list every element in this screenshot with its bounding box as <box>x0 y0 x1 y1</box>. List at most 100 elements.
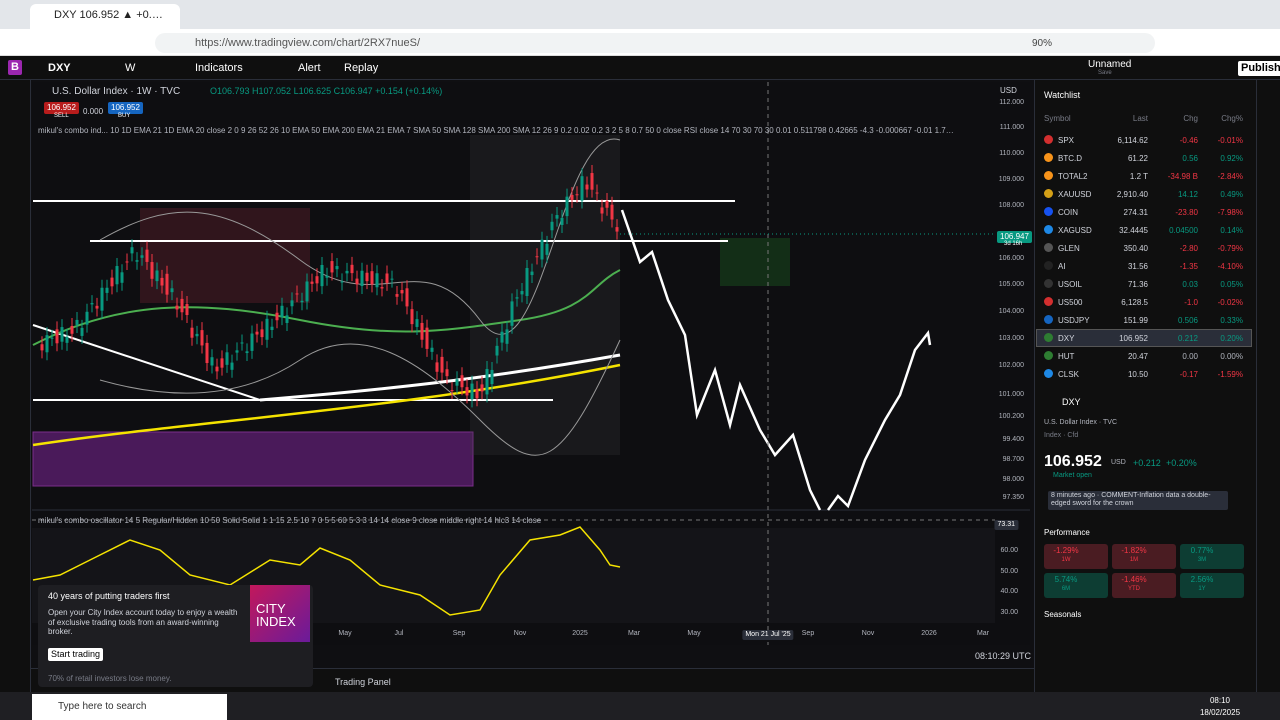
row-last: 10.50 <box>1127 370 1148 379</box>
candle-body <box>535 256 539 258</box>
sell-label[interactable]: SELL <box>54 113 69 119</box>
publish-button[interactable]: Publish <box>1238 61 1280 77</box>
candle-body <box>395 294 399 297</box>
candle-body <box>440 356 444 373</box>
row-last: 61.22 <box>1127 154 1148 163</box>
candle-body <box>445 369 449 377</box>
candle-body <box>65 336 69 343</box>
row-symbol[interactable]: CLSK <box>1058 370 1079 379</box>
selected-row[interactable] <box>1036 329 1252 347</box>
buy-label[interactable]: BUY <box>118 113 131 119</box>
candle-body <box>330 261 334 273</box>
url-field[interactable] <box>155 33 1155 53</box>
candle-body <box>360 270 364 287</box>
url[interactable]: https://www.tradingview.com/chart/2RX7nu… <box>195 37 420 49</box>
sell-price[interactable]: 106.952 <box>44 102 79 114</box>
candle-body <box>515 297 519 299</box>
row-symbol[interactable]: COIN <box>1058 208 1078 217</box>
taskbar-date: 18/02/2025 <box>1199 708 1241 717</box>
active-tab[interactable] <box>30 4 180 29</box>
row-symbol[interactable]: USOIL <box>1058 280 1083 289</box>
candle-body <box>100 287 104 311</box>
indicator-legend: mikul's combo ind... 10 1D EMA 21 1D EMA… <box>38 126 958 135</box>
spread: 0.000 <box>83 107 104 116</box>
candle-body <box>520 291 524 295</box>
time-tick: Sep <box>801 630 815 637</box>
candle-body <box>235 350 239 353</box>
row-symbol[interactable]: US500 <box>1058 298 1083 307</box>
ad-button[interactable]: Start trading <box>48 648 104 661</box>
ad-logo[interactable] <box>250 585 310 642</box>
tv-toolbar <box>0 56 1280 80</box>
time-tick: Nov <box>513 630 527 637</box>
start-button[interactable] <box>0 692 32 720</box>
row-last: 106.952 <box>1119 334 1148 343</box>
row-symbol[interactable]: XAGUSD <box>1058 226 1092 235</box>
performance-period: 3M <box>1197 557 1207 563</box>
row-symbol[interactable]: AI <box>1058 262 1066 271</box>
row-change: -1.35 <box>1179 262 1198 271</box>
candle-body <box>130 247 134 254</box>
candle-body <box>335 266 339 270</box>
candle-body <box>525 268 529 296</box>
row-symbol[interactable]: GLEN <box>1058 244 1080 253</box>
candle-body <box>285 315 289 323</box>
candle-body <box>170 288 174 293</box>
buy-price[interactable]: 106.952 <box>108 102 143 114</box>
row-symbol[interactable]: BTC.D <box>1058 154 1082 163</box>
market-status: Market open <box>1053 472 1092 479</box>
row-symbol[interactable]: SPX <box>1058 136 1075 145</box>
symbol-icon <box>1044 153 1053 162</box>
news-item[interactable]: 8 minutes ago · COMMENT-Inflation data a… <box>1048 491 1228 510</box>
avatar[interactable]: B <box>8 60 22 76</box>
price-tick: 98.000 <box>1002 476 1024 483</box>
candle-body <box>595 192 599 194</box>
candle-body <box>400 290 404 294</box>
candle-body <box>45 335 49 353</box>
candle-body <box>530 271 534 276</box>
row-change-pct: -7.98% <box>1217 208 1243 217</box>
row-change: -23.80 <box>1175 208 1198 217</box>
price-tick: 111.000 <box>999 124 1024 131</box>
trading-panel-tab[interactable]: Trading Panel <box>335 677 391 687</box>
layout-name[interactable]: Unnamed <box>1088 59 1132 70</box>
candle-body <box>585 184 589 190</box>
symbol-icon <box>1044 225 1053 234</box>
symbol-search[interactable]: DXY <box>48 62 71 74</box>
candle-body <box>280 305 284 318</box>
candle-body <box>250 333 254 351</box>
row-symbol[interactable]: USDJPY <box>1058 316 1090 325</box>
price-tick: 103.000 <box>998 335 1024 342</box>
watchlist-title[interactable]: Watchlist <box>1044 90 1081 100</box>
candle-body <box>325 275 329 278</box>
replay-button[interactable]: Replay <box>344 62 379 74</box>
candle-body <box>420 322 424 340</box>
row-symbol[interactable]: TOTAL2 <box>1058 172 1088 181</box>
detail-kind: Index · Cfd <box>1044 432 1079 439</box>
symbol-icon <box>1044 351 1053 360</box>
candle-body <box>310 281 314 284</box>
oscillator-tick: 30.00 <box>1000 609 1018 616</box>
taskbar-search[interactable]: Type here to search <box>58 701 147 712</box>
interval[interactable]: W <box>125 62 136 74</box>
alert-button[interactable]: Alert <box>298 62 321 74</box>
candle-body <box>470 383 474 400</box>
legend-title: U.S. Dollar Index · 1W · TVC <box>52 86 181 97</box>
indicators-button[interactable]: Indicators <box>195 62 243 74</box>
row-change-pct: -0.79% <box>1217 244 1243 253</box>
candle-body <box>115 266 119 285</box>
candle-body <box>165 273 169 295</box>
row-change-pct: 0.00% <box>1220 352 1243 361</box>
row-change: -2.80 <box>1179 244 1198 253</box>
search-box[interactable] <box>32 694 227 720</box>
candle-body <box>540 239 544 260</box>
candle-body <box>230 362 234 370</box>
row-symbol[interactable]: DXY <box>1058 334 1075 343</box>
performance-value: -1.82% <box>1121 546 1147 555</box>
candle-body <box>105 287 109 293</box>
row-symbol[interactable]: XAUUSD <box>1058 190 1092 199</box>
row-symbol[interactable]: HUT <box>1058 352 1075 361</box>
price-tick: 101.000 <box>998 391 1024 398</box>
performance-cell <box>1180 573 1244 598</box>
candle-body <box>495 345 499 356</box>
